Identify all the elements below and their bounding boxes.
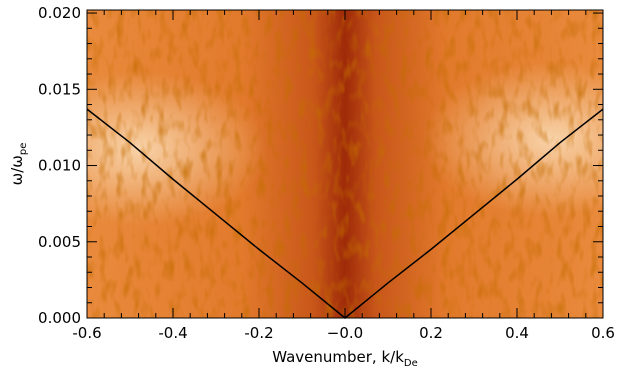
x-tick-label: −0.0 xyxy=(327,324,363,342)
x-axis-label: Wavenumber, k/kDe xyxy=(272,348,418,369)
x-tick-label: -0.4 xyxy=(158,324,187,342)
curve xyxy=(86,108,604,319)
y-tick-label: 0.005 xyxy=(38,233,81,251)
heatmap xyxy=(87,10,603,318)
x-tick-label: 0.4 xyxy=(505,324,529,342)
x-tick-label: 0.6 xyxy=(591,324,615,342)
x-tick-label: -0.6 xyxy=(72,324,101,342)
y-axis-label: ω/ωpe xyxy=(8,143,29,186)
y-tick-label: 0.015 xyxy=(38,80,81,98)
y-tick-label: 0.020 xyxy=(38,4,81,22)
x-tick-label: 0.2 xyxy=(419,324,443,342)
y-tick-label: 0.000 xyxy=(38,309,81,327)
x-tick-label: -0.2 xyxy=(244,324,273,342)
y-tick-label: 0.010 xyxy=(38,157,81,175)
